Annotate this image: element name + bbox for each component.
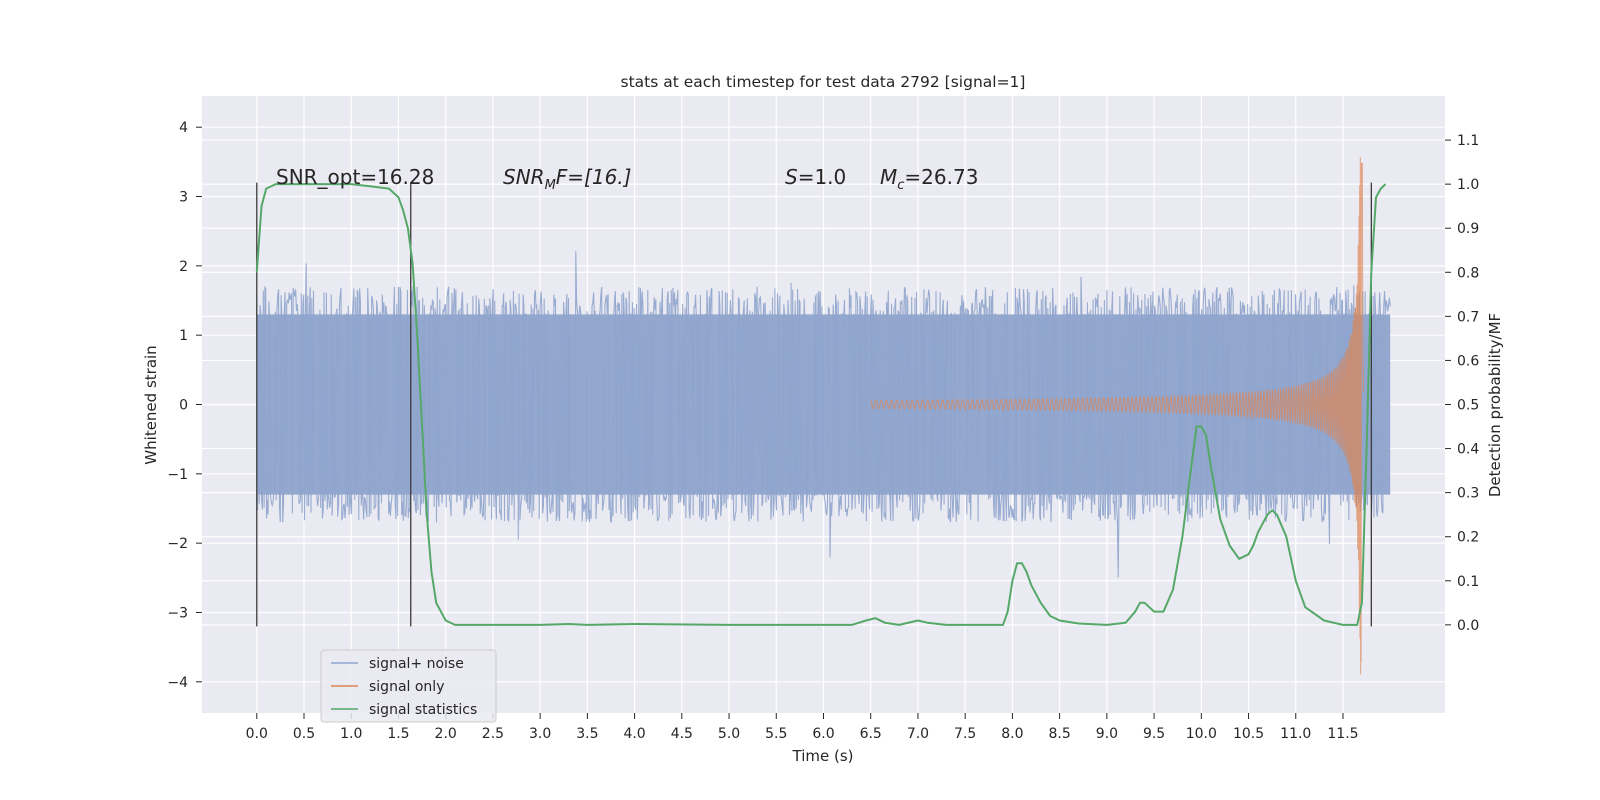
x-tick-label: 6.0 xyxy=(812,726,834,742)
annotation-snr-mf-base: SNR xyxy=(503,165,545,189)
y-tick-label-right: 0.9 xyxy=(1457,221,1479,237)
y-tick-label-left: −4 xyxy=(167,675,188,691)
x-tick-label: 0.5 xyxy=(293,726,315,742)
y-tick-label-left: 1 xyxy=(179,328,188,344)
y-tick-label-right: 0.5 xyxy=(1457,398,1479,414)
annotation-snr-mf: SNRMF=[16.] xyxy=(503,165,631,193)
annotation-snr-opt: SNR_opt=16.28 xyxy=(276,165,434,189)
y-tick-label-right: 0.1 xyxy=(1457,574,1479,590)
legend: signal+ noise signal only signal statist… xyxy=(320,649,497,723)
y-tick-label-right: 0.7 xyxy=(1457,309,1479,325)
x-tick-label: 9.5 xyxy=(1143,726,1165,742)
y-tick-label-right: 0.4 xyxy=(1457,442,1479,458)
y-tick-label-right: 0.6 xyxy=(1457,353,1479,369)
y-tick-label-left: 3 xyxy=(179,190,188,206)
x-tick-label: 11.5 xyxy=(1327,726,1358,742)
annotation-mc: Mc=26.73 xyxy=(880,165,978,193)
x-tick-label: 10.0 xyxy=(1186,726,1217,742)
x-tick-label: 0.0 xyxy=(246,726,268,742)
legend-box xyxy=(320,649,497,723)
legend-label-signal-only: signal only xyxy=(369,679,444,695)
x-tick-label: 7.0 xyxy=(907,726,929,742)
x-tick-label: 6.5 xyxy=(860,726,882,742)
y-tick-label-right: 1.1 xyxy=(1457,133,1479,149)
chart-title: stats at each timestep for test data 279… xyxy=(621,73,1026,91)
x-tick-label: 5.0 xyxy=(718,726,740,742)
annotation-mc-val: =26.73 xyxy=(904,165,978,189)
annotation-s-val: =1.0 xyxy=(798,165,847,189)
signal-statistics-series xyxy=(255,183,1387,626)
x-tick-label: 9.0 xyxy=(1096,726,1118,742)
x-axis-label: Time (s) xyxy=(792,747,854,765)
x-tick-label: 2.0 xyxy=(435,726,457,742)
signal-only-series xyxy=(870,157,1365,675)
x-tick-label: 8.0 xyxy=(1001,726,1023,742)
y-tick-label-right: 0.0 xyxy=(1457,618,1479,634)
signal-statistics-line xyxy=(255,183,1387,626)
x-tick-label: 8.5 xyxy=(1048,726,1070,742)
y-tick-label-left: 0 xyxy=(179,398,188,414)
signal-only-line xyxy=(870,157,1365,675)
y-axis-label-right: Detection probability/MF xyxy=(1486,313,1504,497)
signal-noise-series xyxy=(256,251,1391,578)
y-tick-label-left: −2 xyxy=(167,536,188,552)
x-tick-label: 4.5 xyxy=(671,726,693,742)
x-tick-label: 4.0 xyxy=(623,726,645,742)
annotation-snr-mf-tail: F=[16.] xyxy=(556,165,632,189)
y-tick-label-right: 0.8 xyxy=(1457,265,1479,281)
x-tick-label: 5.5 xyxy=(765,726,787,742)
ticks: 0.0 0.5 1.0 1.5 2.0 2.5 3.0 3.5 4.0 4.5 5.0 5.5 6.0 6… xyxy=(167,120,1479,742)
annotation-mc-sub: c xyxy=(897,178,904,193)
y-tick-label-right: 0.2 xyxy=(1457,530,1479,546)
x-tick-label: 3.0 xyxy=(529,726,551,742)
annotation-snr-mf-sub: M xyxy=(545,178,556,193)
x-tick-label: 10.5 xyxy=(1233,726,1264,742)
x-tick-label: 3.5 xyxy=(576,726,598,742)
y-tick-label-right: 0.3 xyxy=(1457,486,1479,502)
annotation-s: S=1.0 xyxy=(785,165,846,189)
legend-label-signal-statistics: signal statistics xyxy=(369,702,477,718)
y-tick-label-left: −3 xyxy=(167,605,188,621)
y-tick-label-left: 2 xyxy=(179,259,188,275)
x-tick-label: 1.0 xyxy=(340,726,362,742)
annotation-s-var: S xyxy=(785,165,798,189)
y-tick-label-left: −1 xyxy=(167,467,188,483)
y-tick-label-left: 4 xyxy=(179,120,188,136)
y-axis-label-left: Whitened strain xyxy=(142,345,160,464)
y-tick-label-right: 1.0 xyxy=(1457,177,1479,193)
annotation-mc-var: M xyxy=(880,165,897,189)
x-tick-label: 7.5 xyxy=(954,726,976,742)
x-tick-label: 1.5 xyxy=(387,726,409,742)
signal-noise-band xyxy=(256,314,1391,495)
legend-label-signal-noise: signal+ noise xyxy=(369,656,464,672)
x-tick-label: 2.5 xyxy=(482,726,504,742)
x-tick-label: 11.0 xyxy=(1280,726,1311,742)
